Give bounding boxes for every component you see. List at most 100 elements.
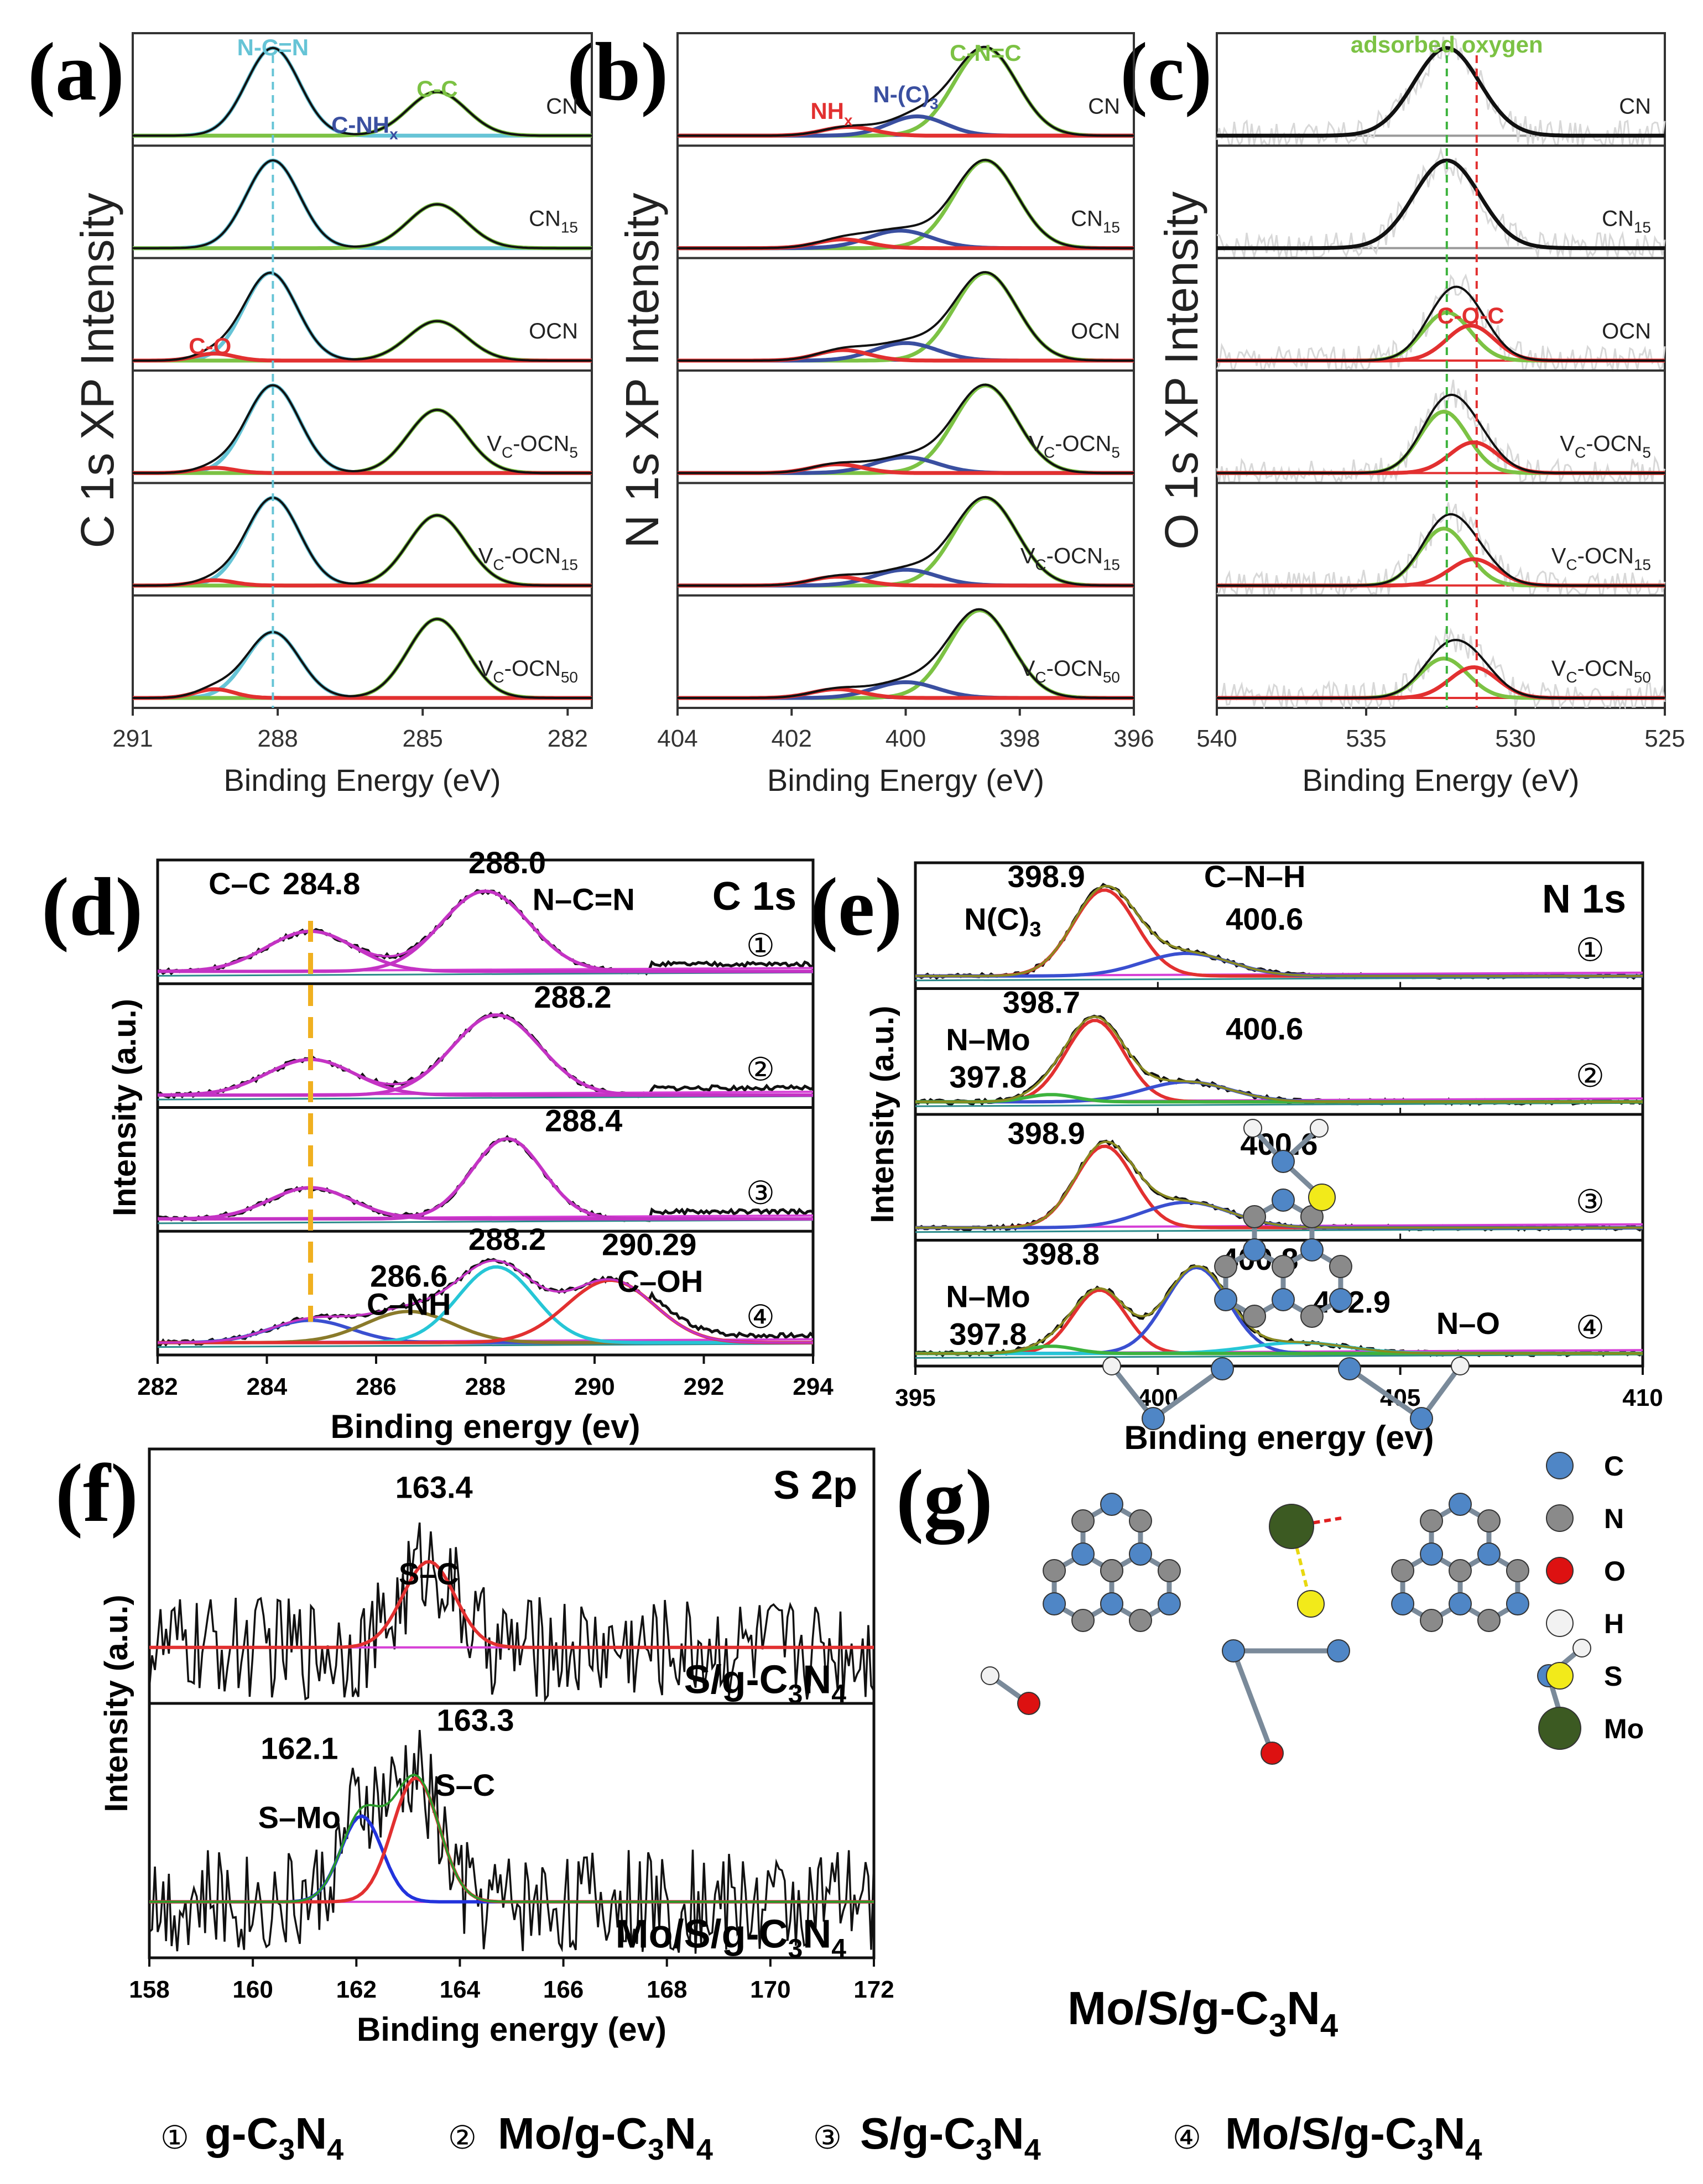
- atom-h: [1572, 1639, 1591, 1657]
- atom-c: [1157, 1592, 1181, 1615]
- peak-component: [157, 1057, 813, 1097]
- peak-label: C–N–H: [1204, 859, 1306, 894]
- x-tick-label: 170: [750, 1976, 790, 2003]
- peak-annotation: C-N=C: [950, 40, 1022, 66]
- series-label: OCN: [1071, 319, 1120, 343]
- atom-o: [1017, 1692, 1040, 1715]
- x-tick-label: 290: [574, 1373, 614, 1400]
- peak-component: [133, 383, 592, 475]
- peak-component: [149, 1560, 874, 1649]
- atom-c: [1410, 1407, 1433, 1430]
- atom-c: [1142, 1407, 1165, 1430]
- legend-sample-1: g-C3N4: [205, 2109, 343, 2166]
- atom-s: [1297, 1590, 1325, 1618]
- chart-d: C–C 284.8 288.0N–C=N ① 288.2 ② 288.4 ③ 286.6C–NH…: [107, 845, 834, 1445]
- legend-label-mo: Mo: [1604, 1713, 1644, 1744]
- sample-marker: ③: [1576, 1182, 1605, 1220]
- atom-c: [1420, 1542, 1444, 1566]
- baseline-secondary: [157, 1343, 814, 1348]
- peak-label: S–Mo: [258, 1800, 341, 1834]
- peak-label: 288.0: [468, 845, 546, 880]
- envelope: [1217, 159, 1665, 249]
- plot-title: S 2p: [773, 1463, 857, 1508]
- atom-c: [1506, 1592, 1529, 1615]
- y-axis-title: C 1s XP Intensity: [71, 193, 123, 549]
- molecule-caption: Mo/S/g-C3N4: [1067, 1982, 1338, 2044]
- peak-component: [1217, 324, 1665, 363]
- legend-sample-3: S/g-C3N4: [860, 2109, 1041, 2166]
- atom-n: [1043, 1559, 1066, 1582]
- y-axis-title: N 1s XP Intensity: [616, 193, 668, 549]
- legend-sample-2: Mo/g-C3N4: [498, 2109, 713, 2166]
- legend-marker-1: ①: [160, 2119, 189, 2156]
- peak-component: [158, 929, 813, 973]
- envelope: [133, 384, 592, 475]
- baseline-secondary: [157, 1095, 814, 1101]
- envelope: [678, 159, 1134, 249]
- peak-label: 400.6: [1226, 1012, 1303, 1046]
- atom-n: [1272, 1255, 1295, 1278]
- legend-label-o: O: [1604, 1556, 1626, 1587]
- sample-marker: ②: [1576, 1057, 1605, 1094]
- series-label: VC-OCN15: [478, 544, 578, 574]
- series-label: OCN: [1602, 319, 1651, 343]
- peak-label: S–C: [399, 1556, 459, 1591]
- atom-n: [1449, 1559, 1472, 1582]
- peak-label: 286.6: [370, 1258, 447, 1293]
- atom-n: [1506, 1559, 1529, 1582]
- peak-component: [678, 383, 1134, 475]
- sample-marker: ③: [746, 1174, 775, 1212]
- molecule-structure: [981, 1119, 1591, 1765]
- peak-annotation: NHx: [810, 98, 853, 129]
- atom-h: [1243, 1119, 1262, 1138]
- peak-component: [133, 578, 592, 588]
- peak-label: 398.9: [1008, 859, 1085, 894]
- peak-label: N–O: [1436, 1306, 1500, 1341]
- panel-label-c: (c): [1120, 26, 1212, 118]
- envelope: [678, 45, 1134, 137]
- atom-c: [1272, 1288, 1295, 1311]
- peak-component: [678, 496, 1134, 588]
- legend-swatch-mo: [1538, 1707, 1581, 1750]
- peak-annotation: adsorbed oxygen: [1351, 32, 1543, 58]
- panel-label-d: (d): [41, 861, 143, 953]
- bond: [1231, 1650, 1275, 1754]
- series-label: VC-OCN15: [1551, 544, 1651, 574]
- peak-component: [133, 496, 592, 588]
- x-tick-label: 540: [1196, 725, 1237, 752]
- series-label: VC-OCN50: [1020, 656, 1120, 686]
- legend-swatch-n: [1546, 1504, 1574, 1532]
- series-label: OCN: [529, 319, 578, 343]
- envelope: [915, 1265, 1643, 1355]
- legend-label-c: C: [1604, 1451, 1624, 1482]
- peak-label: C–OH: [617, 1264, 704, 1299]
- x-tick-label: 162: [336, 1976, 377, 2003]
- envelope: [133, 272, 592, 362]
- envelope: [1217, 393, 1665, 475]
- x-axis-title: Binding Energy (eV): [1302, 763, 1579, 798]
- x-axis-title: Binding energy (ev): [1124, 1419, 1434, 1456]
- series-label: VC-OCN5: [1560, 431, 1651, 461]
- peak-label: N–C=N: [533, 882, 635, 917]
- atom-mo: [1269, 1504, 1314, 1549]
- sample-marker: ①: [746, 927, 775, 965]
- sample-marker: ④: [746, 1298, 775, 1336]
- series-label: CN: [546, 94, 578, 118]
- x-tick-label: 291: [112, 725, 153, 752]
- atom-c: [1449, 1592, 1472, 1615]
- legend-marker-4: ④: [1173, 2119, 1201, 2156]
- x-axis-title: Binding Energy (eV): [223, 763, 501, 798]
- atom-c: [1449, 1493, 1472, 1516]
- peak-label: 163.4: [395, 1470, 473, 1505]
- atom-n: [1391, 1559, 1415, 1582]
- atom-c: [1100, 1493, 1123, 1516]
- x-axis-title: Binding Energy (eV): [767, 763, 1044, 798]
- atom-n: [1243, 1205, 1267, 1228]
- peak-component: [133, 466, 592, 475]
- charts-layer: CNCN15OCNVC-OCN5VC-OCN15VC-OCN50N-C=NC-N…: [71, 32, 1685, 2048]
- chart-e: 398.9N(C)3C–N–H400.6①398.7N–Mo397.8400.6…: [864, 859, 1663, 1456]
- peak-annotation: C-O: [189, 333, 231, 359]
- envelope: [157, 1014, 813, 1097]
- chart-f: 163.4 S–C S/g-C3N4 162.1 S–Mo 163.3 S–C Mo/S/g-…: [98, 1447, 894, 2048]
